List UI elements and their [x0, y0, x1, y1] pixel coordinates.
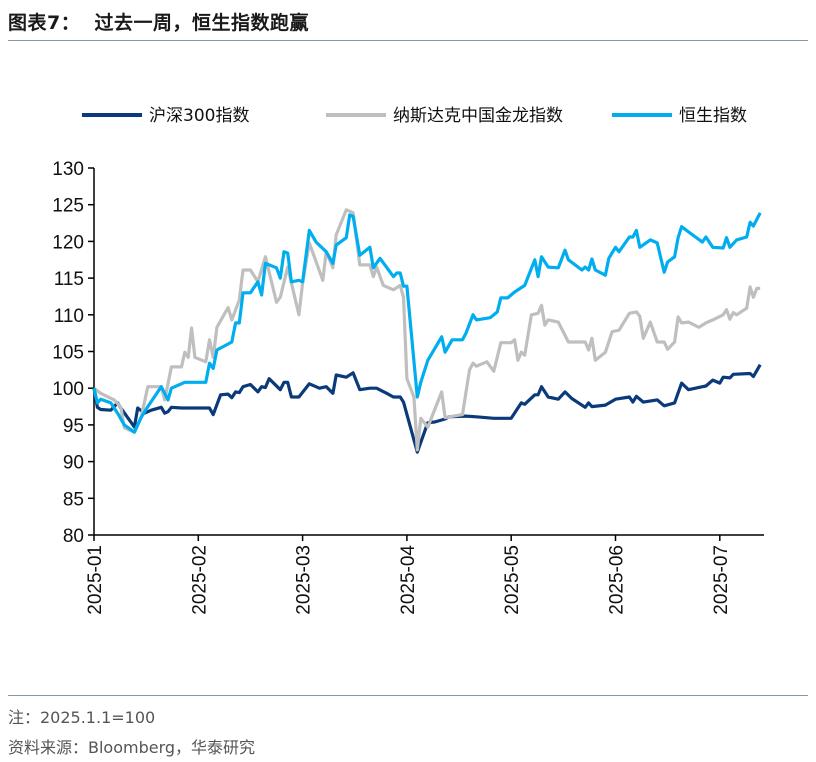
- y-tick-label: 110: [54, 306, 84, 327]
- y-tick-label: 120: [52, 232, 84, 253]
- series-line-2: [92, 212, 762, 434]
- series-line-0: [92, 363, 762, 454]
- source-note: 资料来源：Bloomberg，华泰研究: [8, 738, 256, 757]
- y-tick-label: 105: [52, 343, 84, 364]
- y-tick-label: 100: [52, 379, 84, 400]
- legend-label: 恒生指数: [679, 106, 747, 126]
- x-tick-label: 2025-01: [85, 545, 106, 615]
- y-tick-label: 115: [54, 269, 84, 290]
- y-tick-label: 95: [63, 416, 84, 437]
- footer-divider: [8, 695, 808, 696]
- title-divider: [8, 40, 808, 41]
- y-tick-label: 90: [63, 453, 84, 474]
- legend-label: 沪深300指数: [149, 106, 249, 126]
- x-tick-label: 2025-02: [189, 545, 210, 615]
- x-tick-label: 2025-04: [398, 545, 419, 615]
- x-tick-label: 2025-05: [502, 545, 523, 615]
- series-line-1: [93, 208, 761, 452]
- x-tick-label: 2025-03: [294, 545, 315, 615]
- x-axis: 2025-01 2025-02 2025-03 2025-04 2025-05 2025-…: [85, 534, 764, 615]
- y-tick-label: 125: [52, 196, 84, 217]
- figure-title: 图表7： 过去一周，恒生指数跑赢: [8, 12, 309, 34]
- x-tick-label: 2025-07: [711, 545, 732, 615]
- y-tick-label: 130: [52, 159, 84, 180]
- series-lines: [92, 208, 762, 454]
- legend-label: 纳斯达克中国金龙指数: [393, 106, 563, 126]
- y-tick-label: 80: [63, 526, 84, 547]
- y-tick-label: 85: [63, 489, 84, 510]
- x-tick-label: 2025-06: [607, 545, 628, 615]
- y-axis: 80 85 90 95 100 105 110 115 120 125 130: [52, 159, 95, 547]
- footnote: 注：2025.1.1=100: [8, 708, 156, 727]
- legend: 沪深300指数 纳斯达克中国金龙指数 恒生指数: [82, 106, 747, 126]
